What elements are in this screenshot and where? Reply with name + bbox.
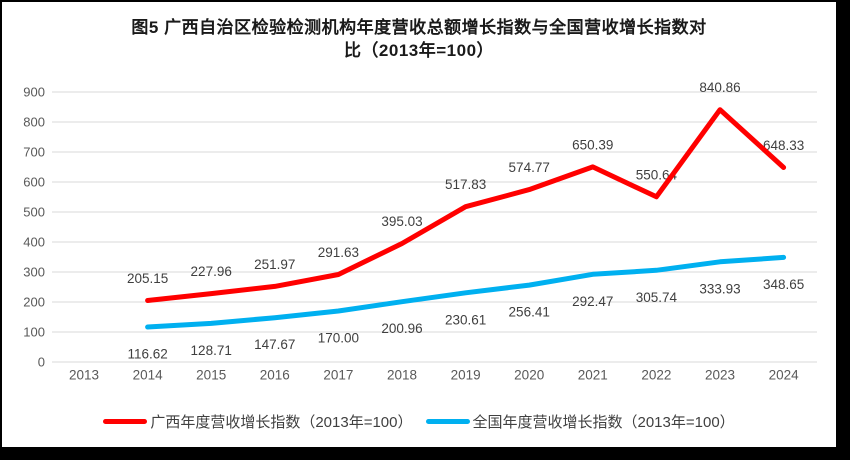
- data-label-series-1: 170.00: [318, 331, 359, 346]
- series-line-0: [145, 107, 787, 303]
- series-line-1: [145, 254, 787, 330]
- data-label-series-0: 291.63: [318, 245, 359, 260]
- data-label-series-0: 227.96: [191, 264, 232, 279]
- chart-panel: 图5 广西自治区检验检测机构年度营收总额增长指数与全国营收增长指数对 比（201…: [2, 2, 836, 447]
- y-axis-tick-label: 0: [38, 355, 45, 370]
- x-axis-tick-label: 2022: [641, 368, 671, 383]
- x-axis-tick-label: 2016: [260, 368, 290, 383]
- data-label-series-0: 648.33: [763, 138, 804, 153]
- chart-title: 图5 广西自治区检验检测机构年度营收总额增长指数与全国营收增长指数对 比（201…: [2, 16, 836, 62]
- data-label-series-1: 128.71: [191, 343, 232, 358]
- data-label-series-1: 305.74: [636, 290, 678, 305]
- data-label-series-1: 147.67: [254, 337, 295, 352]
- data-label-series-0: 395.03: [381, 214, 422, 229]
- x-axis-tick-label: 2023: [705, 368, 735, 383]
- x-axis-tick-label: 2018: [387, 368, 417, 383]
- data-label-series-1: 200.96: [381, 321, 422, 336]
- y-axis-tick-label: 200: [23, 295, 45, 310]
- x-axis-tick-label: 2020: [514, 368, 544, 383]
- data-label-series-1: 256.41: [509, 305, 550, 320]
- legend-item-guangxi: 广西年度营收增长指数（2013年=100）: [103, 411, 413, 432]
- x-axis-tick-label: 2024: [769, 368, 800, 383]
- data-label-series-0: 251.97: [254, 257, 295, 272]
- y-axis-tick-label: 700: [23, 145, 45, 160]
- data-label-series-0: 840.86: [699, 80, 740, 95]
- y-axis-tick-label: 800: [23, 115, 45, 130]
- data-label-series-0: 517.83: [445, 177, 486, 192]
- y-axis-tick-label: 900: [23, 85, 45, 100]
- x-axis-tick-label: 2015: [196, 368, 226, 383]
- legend-swatch-red-line: [103, 418, 148, 424]
- chart-title-line2: 比（2013年=100）: [343, 41, 495, 60]
- x-axis-tick-label: 2014: [133, 368, 164, 383]
- chart-title-line1: 图5 广西自治区检验检测机构年度营收总额增长指数与全国营收增长指数对: [131, 18, 707, 37]
- x-axis-tick-label: 2013: [69, 368, 99, 383]
- data-label-series-1: 348.65: [763, 277, 804, 292]
- x-axis-tick-label: 2019: [451, 368, 481, 383]
- legend-label-national: 全国年度营收增长指数（2013年=100）: [472, 413, 735, 431]
- y-axis-tick-label: 500: [23, 205, 45, 220]
- y-axis-tick-label: 100: [23, 325, 45, 340]
- chart-plot: 0 100 200 300 400 500 600 700 800 900 2013 2014 2015…: [23, 80, 817, 383]
- data-label-series-0: 650.39: [572, 137, 613, 152]
- data-label-series-1: 116.62: [127, 347, 167, 362]
- chart-legend: 广西年度营收增长指数（2013年=100） 全国年度营收增长指数（2013年=1…: [2, 410, 836, 432]
- data-label-series-0: 205.15: [127, 271, 168, 286]
- legend-label-guangxi: 广西年度营收增长指数（2013年=100）: [150, 413, 413, 431]
- legend-item-national: 全国年度营收增长指数（2013年=100）: [425, 411, 735, 432]
- data-label-series-1: 333.93: [699, 281, 740, 296]
- x-axis-tick-label: 2017: [323, 368, 353, 383]
- data-label-series-1: 230.61: [445, 312, 486, 327]
- data-label-series-1: 292.47: [572, 294, 613, 309]
- legend-swatch-blue-line: [425, 418, 470, 424]
- y-axis-tick-label: 400: [23, 235, 45, 250]
- y-axis-tick-label: 600: [23, 175, 45, 190]
- y-axis-tick-label: 300: [23, 265, 45, 280]
- x-axis-tick-label: 2021: [578, 368, 608, 383]
- data-label-series-0: 574.77: [509, 160, 550, 175]
